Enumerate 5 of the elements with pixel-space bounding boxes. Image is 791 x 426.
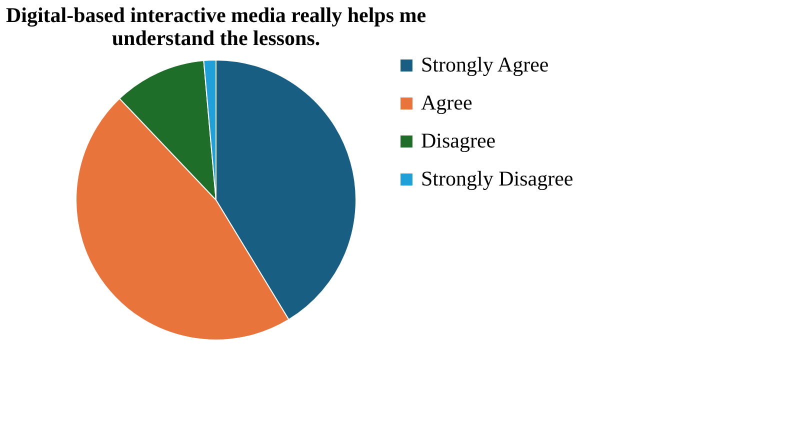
legend-label: Strongly Agree xyxy=(421,52,549,76)
legend-label: Strongly Disagree xyxy=(421,166,574,190)
chart-title: Digital-based interactive media really helps me understand the lessons. xyxy=(6,3,426,50)
legend-label: Disagree xyxy=(421,128,496,152)
legend-label: Agree xyxy=(421,90,472,114)
